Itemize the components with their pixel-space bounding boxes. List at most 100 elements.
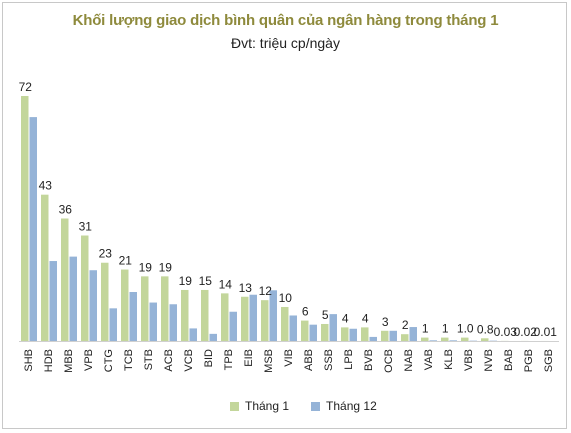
category-label-bvb: BVB (363, 349, 375, 371)
data-label-vab: 1 (422, 322, 429, 336)
category-label-vcb: VCB (183, 349, 195, 372)
bar-thang-12-shb (29, 117, 37, 341)
bar-thang-1-nab (401, 334, 409, 341)
bar-thang-12-vcb (189, 328, 197, 341)
bar-thang-1-stb (141, 276, 149, 341)
data-label-bvb: 4 (362, 311, 369, 325)
data-label-acb: 19 (159, 260, 173, 274)
bar-thang-1-klb (441, 337, 449, 341)
category-label-ocb: OCB (383, 349, 395, 373)
bar-thang-1-tpb (221, 293, 229, 341)
bar-thang-12-klb (449, 340, 457, 341)
legend: Tháng 1 Tháng 12 (230, 399, 377, 413)
data-label-tpb: 14 (219, 277, 233, 291)
bar-thang-1-vpb (81, 235, 89, 341)
data-label-nab: 2 (402, 318, 409, 332)
category-label-nab: NAB (403, 349, 415, 372)
category-label-acb: ACB (163, 349, 175, 372)
legend-label-thang-1: Tháng 1 (245, 399, 290, 413)
category-label-stb: STB (143, 349, 155, 370)
bar-thang-12-vab (429, 340, 437, 341)
legend-swatch-thang-1 (230, 401, 239, 411)
bar-thang-1-hdb (41, 194, 49, 341)
bar-thang-12-vpb (89, 270, 97, 341)
data-label-sgb: 0.01 (534, 325, 558, 339)
bar-thang-12-nab (409, 327, 417, 341)
bar-thang-12-ssb (329, 314, 337, 341)
chart-frame (2, 2, 567, 429)
bar-thang-12-acb (169, 304, 177, 341)
data-label-vcb: 19 (179, 274, 193, 288)
bar-thang-12-ctg (109, 308, 117, 341)
legend-label-thang-12: Tháng 12 (326, 399, 377, 413)
bar-thang-12-bvb (369, 336, 377, 341)
category-label-ssb: SSB (323, 349, 335, 371)
category-label-shb: SHB (23, 349, 35, 372)
data-label-abb: 6 (302, 305, 309, 319)
legend-item-thang-1: Tháng 1 (230, 399, 289, 413)
category-label-abb: ABB (303, 349, 315, 371)
bar-thang-1-eib (241, 296, 249, 341)
bar-thang-1-msb (261, 300, 269, 341)
bar-thang-1-shb (21, 96, 29, 341)
bar-thang-1-mbb (61, 218, 69, 341)
data-label-mbb: 36 (59, 203, 73, 217)
data-label-tcb: 21 (119, 254, 133, 268)
category-label-eib: EIB (243, 349, 255, 367)
category-label-vab: VAB (423, 349, 435, 370)
category-label-msb: MSB (263, 349, 275, 373)
category-label-vpb: VPB (83, 349, 95, 371)
data-label-bid: 15 (199, 274, 213, 288)
bar-thang-12-tpb (229, 311, 237, 341)
chart-subtitle: Đvt: triệu cp/ngày (231, 35, 340, 51)
category-label-bid: BID (203, 349, 215, 367)
bar-thang-12-vib (289, 315, 297, 341)
chart-title: Khối lượng giao dịch bình quân của ngân … (72, 12, 499, 29)
bar-thang-12-tcb (129, 292, 137, 341)
bar-thang-12-bid (209, 333, 217, 341)
bar-thang-12-hdb (49, 261, 57, 341)
category-label-vib: VIB (283, 349, 295, 367)
bar-thang-12-stb (149, 302, 157, 341)
bar-thang-12-eib (249, 294, 257, 341)
data-label-ssb: 5 (322, 308, 329, 322)
bar-thang-12-msb (269, 290, 277, 341)
category-label-tpb: TPB (223, 349, 235, 370)
data-label-pgb: 0.02 (514, 325, 538, 339)
bar-thang-1-acb (161, 276, 169, 341)
category-label-tcb: TCB (123, 349, 135, 371)
data-label-shb: 72 (19, 80, 33, 94)
category-label-sgb: SGB (543, 349, 555, 372)
category-label-hdb: HDB (43, 349, 55, 372)
bar-thang-1-nvb (481, 338, 489, 341)
data-label-eib: 13 (239, 281, 253, 295)
legend-item-thang-12: Tháng 12 (311, 399, 377, 413)
category-label-mbb: MBB (63, 349, 75, 373)
bar-thang-1-vcb (181, 289, 189, 341)
category-label-bab: BAB (503, 349, 515, 371)
bar-thang-1-vab (421, 337, 429, 341)
data-label-stb: 19 (139, 260, 153, 274)
bar-thang-1-ocb (381, 330, 389, 341)
data-label-klb: 1 (442, 322, 449, 336)
data-label-lpb: 4 (342, 311, 349, 325)
category-label-ctg: CTG (103, 349, 115, 372)
bar-thang-1-vbb (461, 337, 469, 341)
data-label-bab: 0.03 (494, 325, 518, 339)
data-label-nvb: 0.8 (477, 322, 494, 336)
data-label-vpb: 31 (79, 220, 93, 234)
category-label-vbb: VBB (463, 349, 475, 371)
bar-thang-1-lpb (341, 327, 349, 341)
bar-thang-12-ocb (389, 330, 397, 341)
bar-thang-1-tcb (121, 269, 129, 341)
bar-thang-1-ssb (321, 323, 329, 341)
category-label-lpb: LPB (343, 349, 355, 370)
bar-thang-1-ctg (101, 262, 109, 341)
bar-thang-12-abb (309, 324, 317, 341)
bar-thang-12-lpb (349, 328, 357, 341)
category-label-pgb: PGB (523, 349, 535, 372)
bar-thang-12-mbb (69, 256, 77, 341)
category-label-nvb: NVB (483, 349, 495, 372)
data-label-vib: 10 (279, 291, 293, 305)
